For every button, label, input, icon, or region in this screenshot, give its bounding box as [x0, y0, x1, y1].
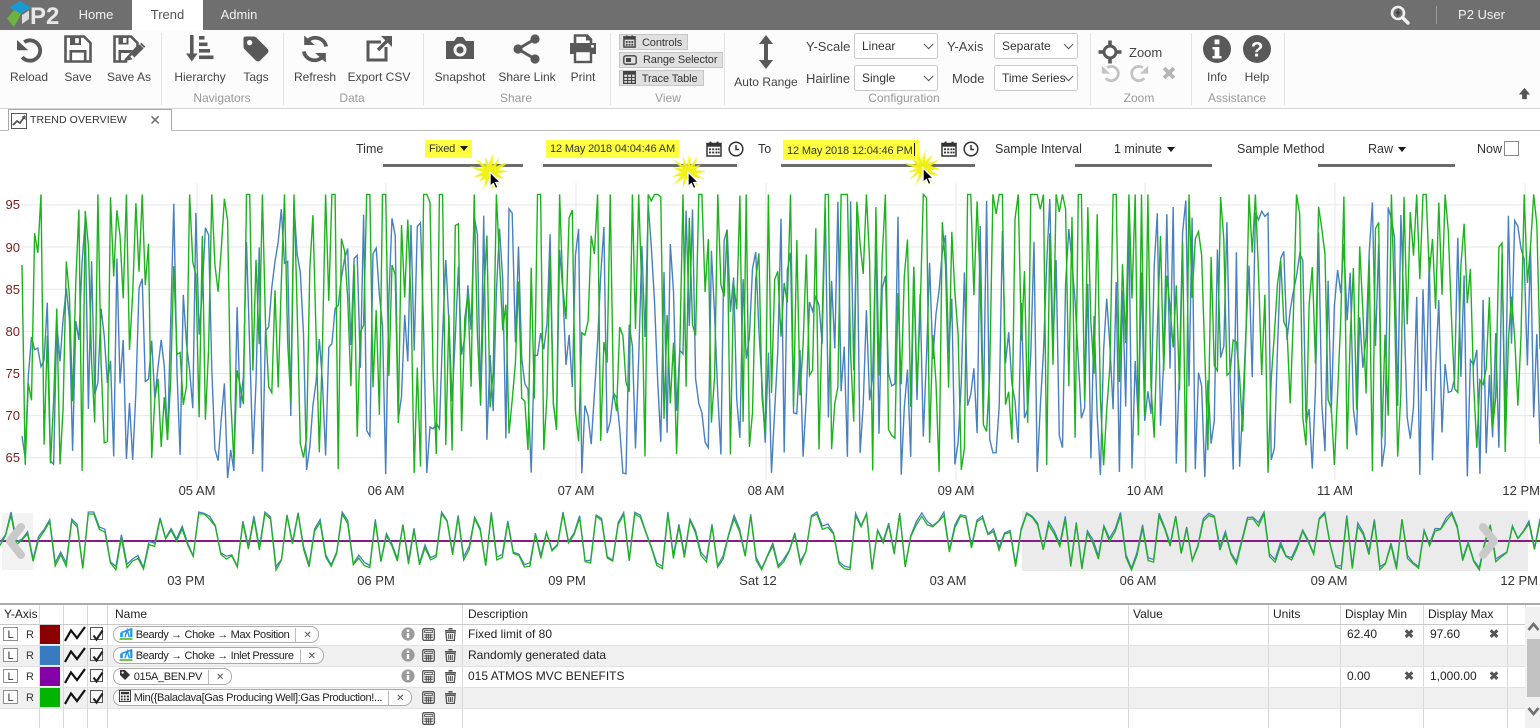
svg-text:08 AM: 08 AM — [748, 483, 785, 497]
svg-text:06 AM: 06 AM — [368, 483, 405, 497]
svg-text:Sat 12: Sat 12 — [739, 573, 777, 588]
svg-text:09 AM: 09 AM — [1311, 573, 1348, 588]
svg-text:P2: P2 — [30, 3, 59, 29]
svg-text:80: 80 — [6, 324, 20, 339]
svg-text:12 PM: 12 PM — [1500, 573, 1538, 588]
svg-text:12 PM: 12 PM — [1502, 483, 1540, 497]
svg-text:09 AM: 09 AM — [938, 483, 975, 497]
svg-text:?: ? — [1251, 39, 1264, 62]
svg-text:70: 70 — [6, 408, 20, 423]
svg-text:06 AM: 06 AM — [1120, 573, 1157, 588]
svg-text:85: 85 — [6, 282, 20, 297]
svg-text:05 AM: 05 AM — [179, 483, 216, 497]
svg-text:75: 75 — [6, 366, 20, 381]
svg-text:10 AM: 10 AM — [1127, 483, 1164, 497]
svg-text:07 AM: 07 AM — [558, 483, 595, 497]
svg-text:65: 65 — [6, 450, 20, 465]
svg-text:90: 90 — [6, 240, 20, 255]
svg-text:95: 95 — [6, 197, 20, 212]
svg-text:03 PM: 03 PM — [167, 573, 205, 588]
svg-text:06 PM: 06 PM — [357, 573, 395, 588]
svg-text:09 PM: 09 PM — [548, 573, 586, 588]
svg-text:03 AM: 03 AM — [930, 573, 967, 588]
svg-text:11 AM: 11 AM — [1317, 483, 1353, 497]
